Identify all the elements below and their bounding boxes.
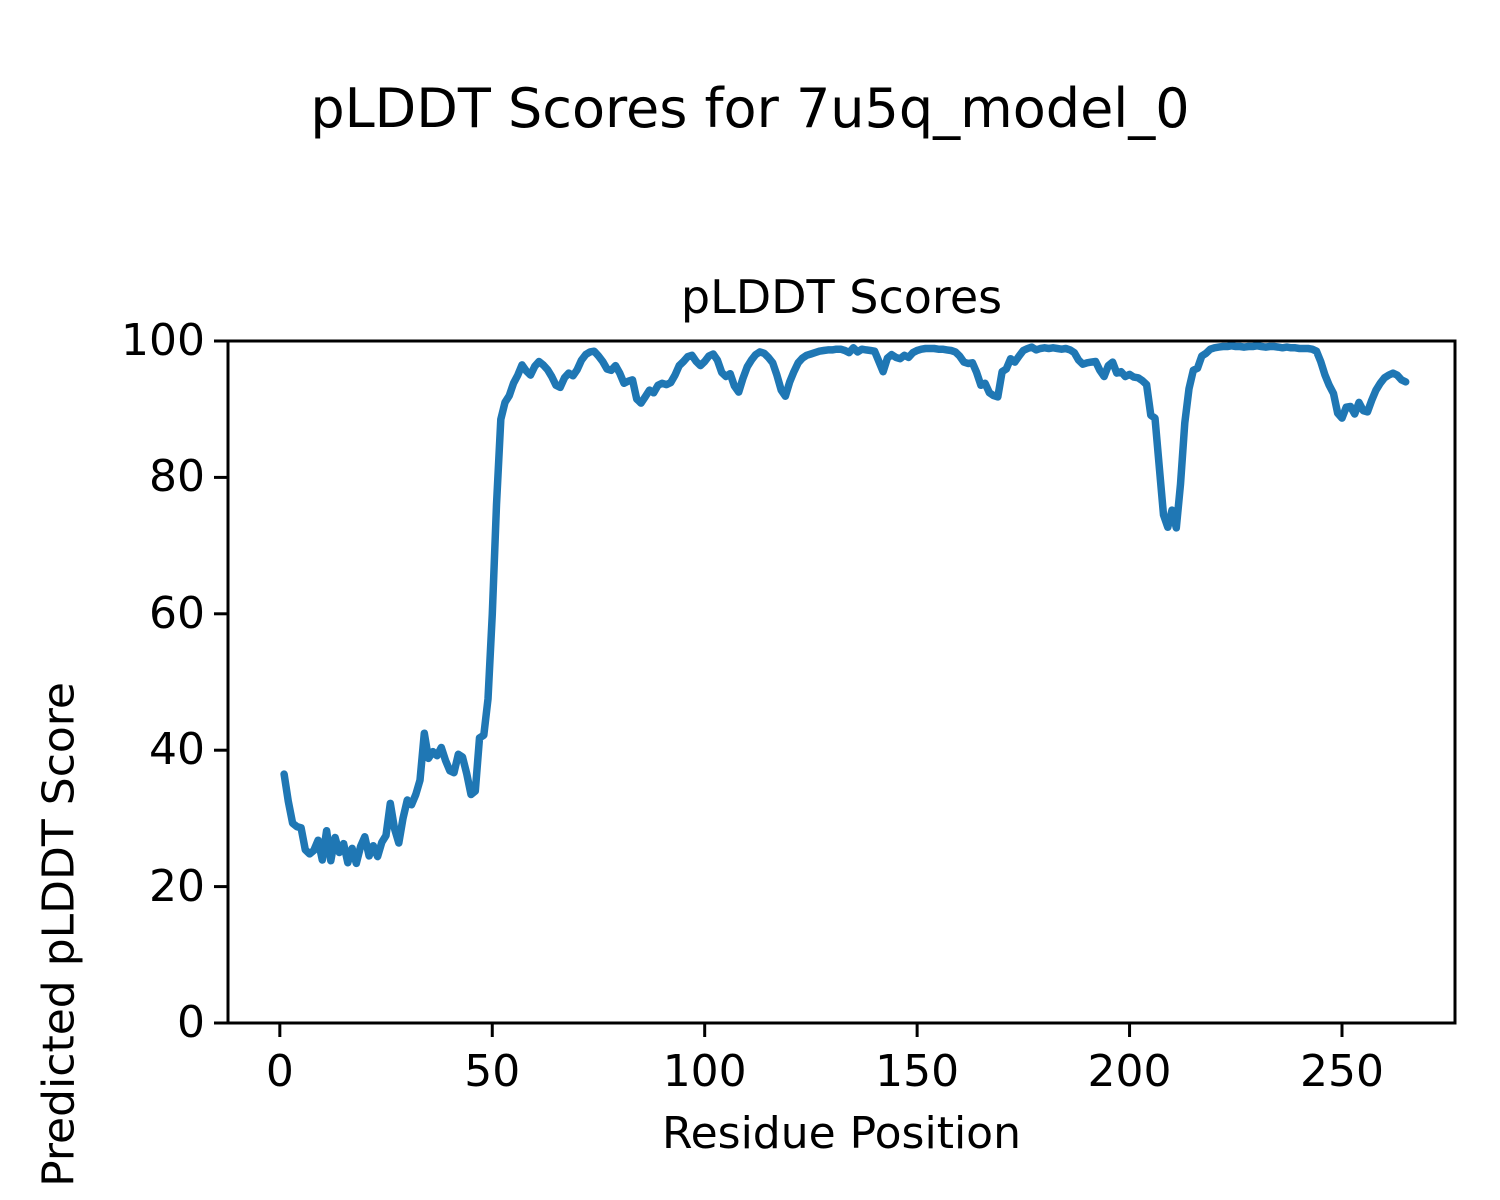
y-tick-label: 40 [149,724,205,776]
axes-title: pLDDT Scores [680,270,1003,324]
y-tick-label: 20 [149,860,205,912]
axes-frame [226,339,1457,1025]
plddt-line [280,342,1410,868]
y-tick-label: 60 [149,587,205,639]
y-axis-label-text: Predicted pLDDT Score [33,682,84,1187]
x-tick-label: 250 [1299,1046,1384,1097]
x-tick-label: 150 [875,1046,960,1097]
x-tick-label: 200 [1087,1046,1172,1097]
figure-suptitle: pLDDT Scores for 7u5q_model_0 [310,77,1190,140]
x-tick-label: 100 [662,1046,747,1097]
x-tick-label: 50 [464,1046,521,1097]
x-axis-label: Residue Position [661,1108,1021,1159]
y-tick-label: 80 [149,451,205,503]
y-tick-label: 0 [177,997,205,1048]
x-tick-label: 0 [265,1046,294,1097]
y-tick-label: 100 [121,315,205,366]
